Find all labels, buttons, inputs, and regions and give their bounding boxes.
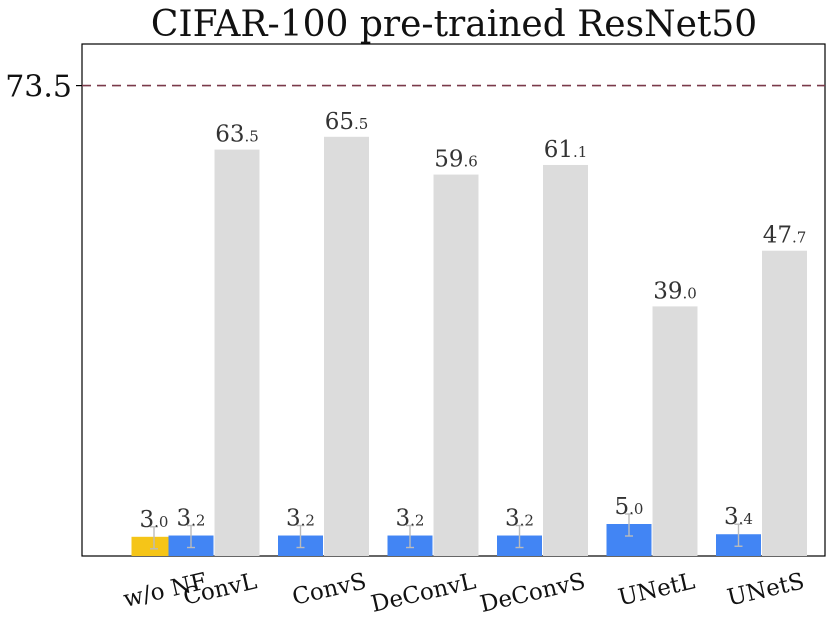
data-label: 5.0: [615, 494, 644, 520]
data-label: 3.2: [286, 506, 315, 532]
y-tick-label: 73.5: [5, 70, 72, 105]
bar: [214, 149, 260, 556]
x-tick-label: ConvS: [290, 569, 369, 611]
data-label: 3.4: [724, 504, 753, 530]
bar: [762, 250, 807, 556]
data-label: 3.2: [177, 506, 206, 532]
x-tick-label: UNetS: [725, 569, 807, 612]
data-label: 65.5: [325, 109, 369, 135]
data-label: 39.0: [653, 278, 697, 304]
chart-marks: 73.53.0w/o NF3.263.5ConvL3.265.5ConvS3.2…: [5, 70, 825, 618]
data-label: 47.7: [763, 223, 807, 249]
x-tick-label: UNetL: [616, 569, 697, 612]
bar: [652, 306, 698, 556]
bar: [433, 174, 479, 556]
bar: [543, 164, 588, 556]
chart-title: CIFAR-100 pre-trained ResNet50: [151, 4, 757, 45]
data-label: 59.6: [434, 147, 478, 173]
x-tick-label: DeConvL: [369, 569, 479, 618]
data-label: 3.2: [396, 506, 425, 532]
data-label: 3.0: [140, 507, 169, 533]
data-label: 3.2: [505, 506, 534, 532]
data-label: 63.5: [215, 122, 259, 148]
bar: [324, 136, 369, 557]
data-label: 61.1: [544, 137, 588, 163]
x-tick-label: DeConvS: [478, 569, 588, 618]
